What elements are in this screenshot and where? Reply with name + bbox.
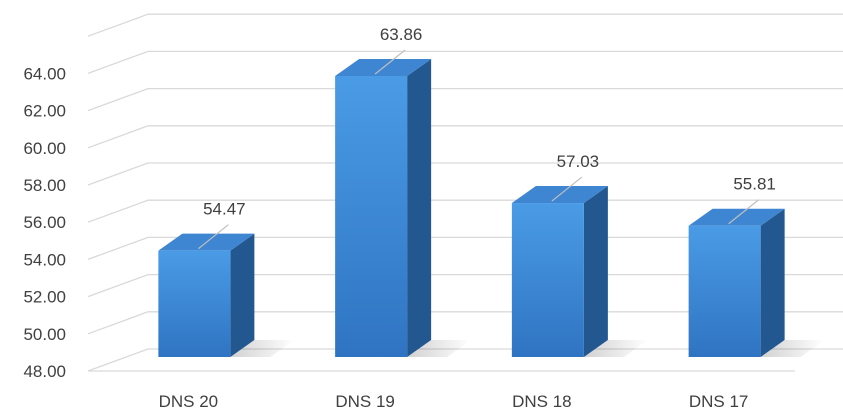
bar-shadow xyxy=(760,340,825,357)
gridline xyxy=(87,125,843,149)
data-label-leader xyxy=(374,49,406,75)
gridline xyxy=(87,13,843,37)
y-axis: 48.00 50.00 52.00 54.00 56.00 58.00 60.00 62.00… xyxy=(23,64,66,381)
data-label: 54.47 xyxy=(203,200,246,219)
y-tick-label: 64.00 xyxy=(23,64,66,83)
gridline xyxy=(87,50,843,75)
y-tick-label: 52.00 xyxy=(23,288,66,307)
y-tick-label: 56.00 xyxy=(23,213,66,232)
data-label-leader xyxy=(198,224,229,250)
bar-front xyxy=(511,203,584,357)
x-axis: DNS 20 DNS 19 DNS 18 DNS 17 xyxy=(159,392,749,411)
y-tick-label: 60.00 xyxy=(23,139,66,158)
gridline xyxy=(87,87,843,112)
bar-side xyxy=(760,208,785,357)
data-label-leader xyxy=(551,176,583,202)
bar-front xyxy=(158,250,231,357)
data-label: 55.81 xyxy=(733,175,776,194)
y-tick-label: 62.00 xyxy=(23,102,66,121)
bar xyxy=(688,208,825,357)
bar-front xyxy=(688,225,761,357)
gridline xyxy=(87,273,843,298)
bar-shadow xyxy=(583,340,648,357)
data-label: 57.03 xyxy=(557,152,600,171)
y-tick-label: 54.00 xyxy=(23,250,66,269)
bar-side xyxy=(583,186,608,357)
x-tick-label: DNS 18 xyxy=(512,392,572,411)
bars xyxy=(158,59,825,358)
y-tick-label: 48.00 xyxy=(23,362,66,381)
bar-shadow xyxy=(230,340,295,357)
bar xyxy=(335,59,472,358)
x-tick-label: DNS 19 xyxy=(335,392,395,411)
gridline xyxy=(87,311,843,335)
gridline xyxy=(87,162,843,186)
data-label-leader xyxy=(728,199,759,225)
y-tick-label: 58.00 xyxy=(23,176,66,195)
data-label: 63.86 xyxy=(380,25,423,44)
bar-side xyxy=(230,233,255,357)
bar-shadow xyxy=(407,340,472,357)
gridline xyxy=(87,199,843,223)
bar xyxy=(158,233,295,357)
data-labels: 54.47 63.86 57.03 55.81 xyxy=(198,25,776,250)
y-tick-label: 50.00 xyxy=(23,325,66,344)
x-tick-label: DNS 20 xyxy=(159,392,219,411)
x-tick-label: DNS 17 xyxy=(689,392,749,411)
gridline xyxy=(87,236,843,261)
bar-front xyxy=(335,76,408,357)
gridlines xyxy=(87,13,843,372)
bar xyxy=(511,186,648,357)
bar-side xyxy=(407,59,432,358)
